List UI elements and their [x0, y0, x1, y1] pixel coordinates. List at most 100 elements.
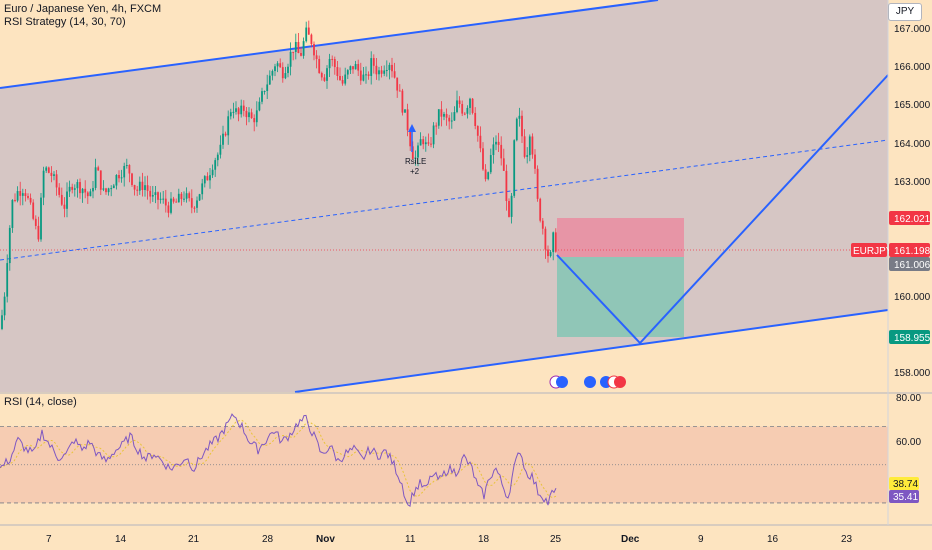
candle-body	[242, 105, 245, 111]
candle-body	[471, 98, 474, 113]
candle-body	[409, 130, 412, 147]
candle-body	[385, 70, 388, 72]
candle-body	[388, 64, 391, 71]
candle-body	[21, 193, 24, 196]
price-tick: 160.000	[894, 292, 931, 303]
time-tick: 21	[188, 534, 200, 545]
candle-body	[474, 112, 477, 127]
candle-body	[372, 58, 375, 66]
rsile-qty: +2	[410, 167, 420, 176]
candle-body	[331, 58, 334, 60]
stop-loss-zone	[557, 218, 684, 257]
candle-body	[37, 225, 40, 240]
candle-body	[258, 101, 261, 111]
candle-body	[414, 157, 417, 159]
candle-body	[552, 232, 555, 253]
candle-body	[320, 73, 323, 78]
candle-body	[138, 181, 141, 191]
candle-body	[144, 185, 146, 191]
candle-body	[125, 165, 128, 167]
candle-body	[53, 174, 55, 176]
candle-body	[279, 63, 282, 68]
candle-body	[209, 175, 211, 181]
candle-body	[229, 112, 232, 117]
symbol-title[interactable]: Euro / Japanese Yen, 4h, FXCM	[4, 3, 162, 15]
price-tick: 163.000	[894, 177, 931, 188]
candle-body	[292, 51, 295, 53]
event-icon[interactable]	[556, 376, 568, 388]
candle-body	[476, 126, 479, 136]
candle-body	[518, 115, 521, 119]
projection-path	[556, 74, 889, 345]
candle-body	[250, 112, 253, 119]
candle-body	[253, 118, 256, 123]
event-icon[interactable]	[584, 376, 596, 388]
price-tag-value: 162.021	[894, 214, 931, 225]
candle-body	[159, 198, 162, 200]
candle-body	[554, 232, 557, 252]
candle-body	[437, 109, 440, 126]
candle-body	[515, 118, 518, 141]
candle-body	[398, 90, 401, 92]
candle-body	[172, 198, 175, 202]
candle-body	[344, 74, 347, 84]
candle-body	[115, 174, 118, 186]
candle-body	[482, 148, 484, 170]
candle-body	[263, 90, 266, 92]
candle-body	[401, 90, 404, 113]
strategy-title[interactable]: RSI Strategy (14, 30, 70)	[4, 16, 126, 28]
rsi-value-badge	[889, 490, 919, 503]
price-tag-tp: 158.955	[889, 330, 931, 344]
candle-body	[318, 59, 321, 74]
candle-body	[487, 172, 490, 180]
price-axis[interactable]: 167.000 166.000 165.000 164.000 163.000 …	[894, 24, 931, 379]
candle-body	[435, 125, 438, 127]
currency-button[interactable]: JPY	[888, 3, 922, 21]
candle-body	[531, 136, 534, 155]
candle-body	[224, 133, 227, 136]
candle-body	[8, 227, 11, 264]
time-axis[interactable]: 7 14 21 28 Nov 11 18 25 Dec 9 16 23	[46, 534, 853, 545]
candle-body	[201, 183, 204, 195]
time-tick: 25	[550, 534, 562, 545]
event-icon[interactable]	[614, 376, 626, 388]
candle-body	[505, 170, 508, 201]
candle-body	[463, 113, 466, 115]
candle-body	[11, 199, 14, 228]
candle-body	[539, 198, 542, 221]
candle-body	[521, 115, 523, 137]
candle-body	[1, 315, 3, 329]
candle-body	[396, 77, 399, 91]
time-tick: 9	[698, 534, 704, 545]
candle-body	[489, 155, 492, 173]
candle-body	[417, 145, 419, 158]
candle-body	[500, 144, 503, 159]
candle-body	[214, 160, 217, 170]
candle-body	[370, 58, 373, 76]
rsi-panel-title[interactable]: RSI (14, close)	[4, 396, 77, 408]
candle-body	[411, 146, 414, 159]
time-tick: 14	[115, 534, 127, 545]
candle-body	[232, 111, 235, 113]
candle-body	[227, 116, 230, 136]
candle-body	[404, 109, 406, 113]
candle-body	[97, 167, 100, 171]
candle-body	[76, 182, 79, 189]
candle-body	[216, 154, 219, 161]
candle-body	[466, 107, 469, 114]
candle-body	[47, 167, 50, 173]
candle-body	[346, 70, 349, 75]
price-tag-sl: 162.021	[889, 211, 931, 225]
candle-body	[86, 192, 89, 197]
channel-upper-line	[0, 0, 659, 89]
candle-body	[456, 100, 458, 113]
channel-mid-line	[0, 139, 889, 261]
event-icons[interactable]	[549, 375, 626, 389]
candle-body	[185, 193, 188, 199]
rsi-axis[interactable]: 80.00 60.00 38.74 35.41	[889, 393, 921, 503]
time-tick: 28	[262, 534, 274, 545]
price-tag-entry: 161.006	[889, 257, 931, 271]
candle-body	[149, 190, 152, 197]
candle-body	[245, 110, 248, 118]
